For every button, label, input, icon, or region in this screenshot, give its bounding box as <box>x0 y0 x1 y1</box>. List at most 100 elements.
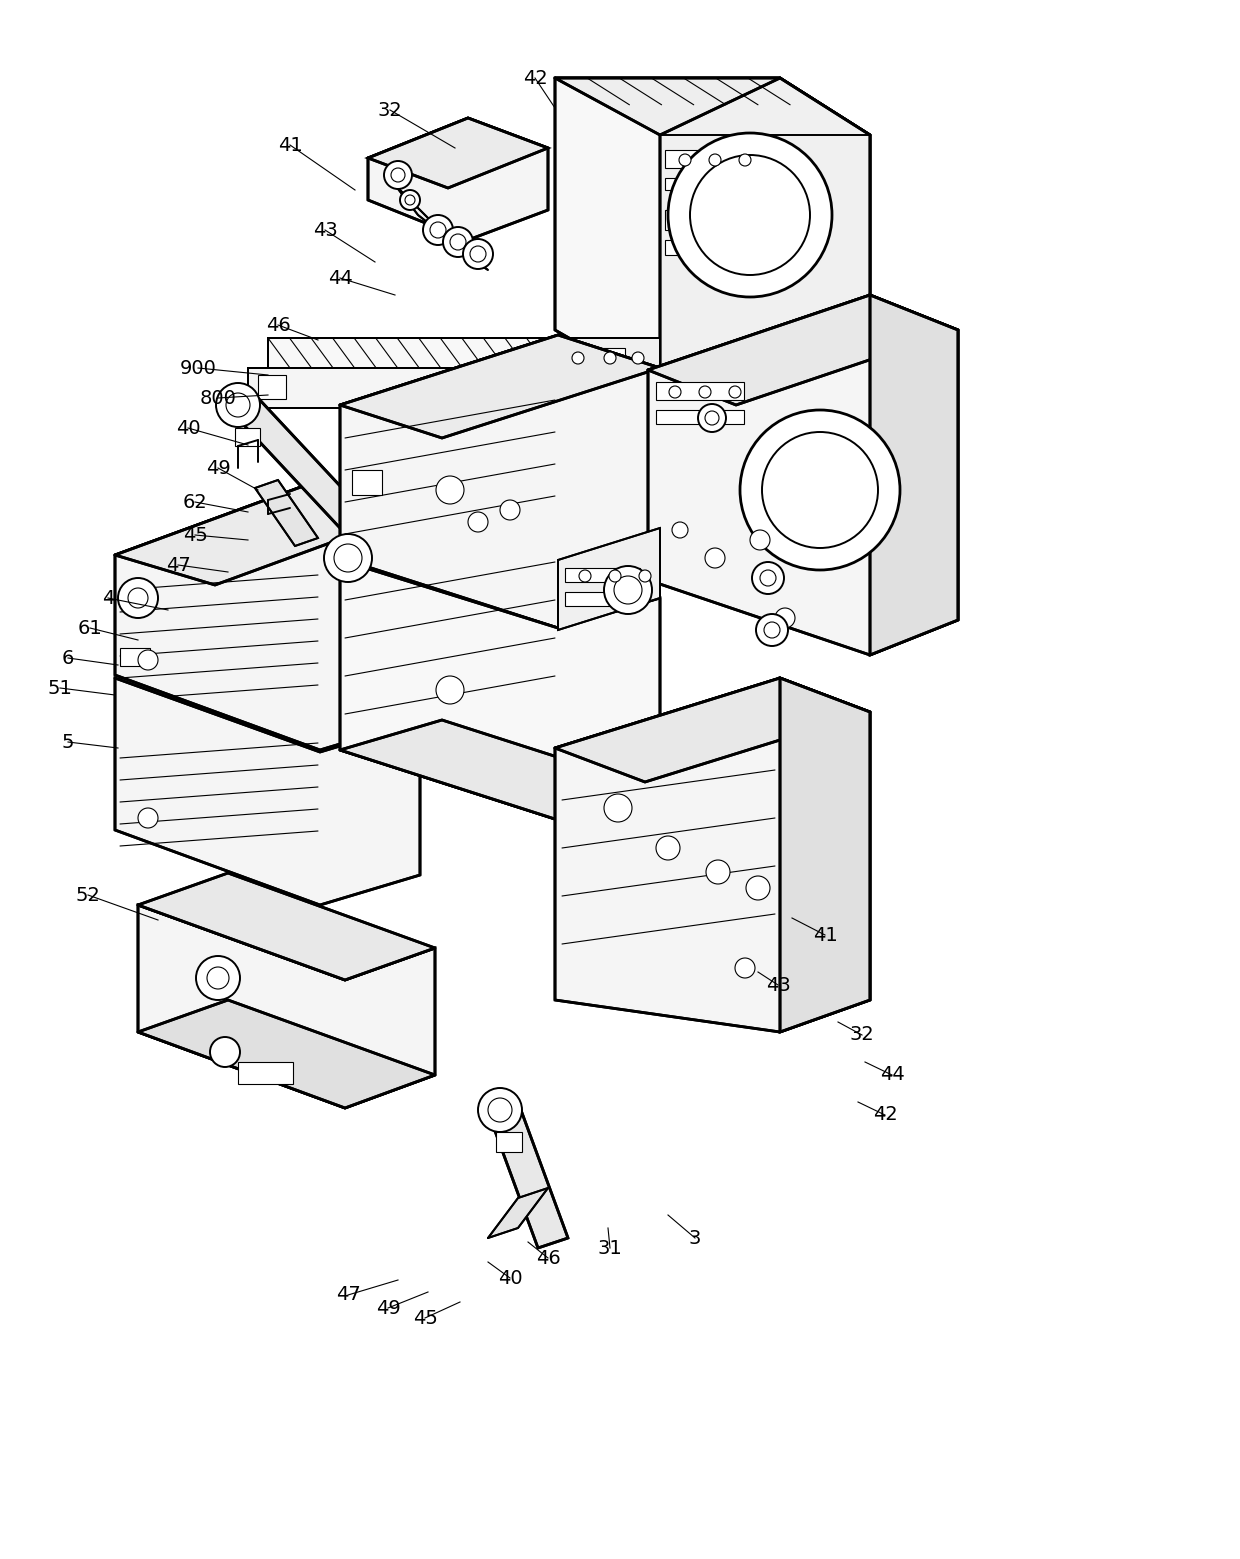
Circle shape <box>756 614 787 645</box>
Text: 46: 46 <box>536 1249 560 1267</box>
Circle shape <box>391 168 405 182</box>
Circle shape <box>324 535 372 582</box>
Circle shape <box>699 387 711 398</box>
Polygon shape <box>556 78 870 136</box>
Polygon shape <box>340 335 660 438</box>
Polygon shape <box>340 335 660 628</box>
Circle shape <box>706 549 725 567</box>
Circle shape <box>470 246 486 262</box>
Bar <box>120 649 150 666</box>
Polygon shape <box>556 78 870 390</box>
Circle shape <box>579 571 591 582</box>
Circle shape <box>670 387 681 398</box>
Polygon shape <box>255 480 317 546</box>
Circle shape <box>750 530 770 550</box>
Polygon shape <box>489 1188 548 1238</box>
Polygon shape <box>115 678 420 906</box>
Bar <box>560 391 615 402</box>
Polygon shape <box>368 118 548 240</box>
Circle shape <box>118 578 157 617</box>
Text: 45: 45 <box>413 1308 438 1328</box>
Bar <box>656 382 744 401</box>
Circle shape <box>436 677 464 705</box>
Text: 3: 3 <box>688 1228 701 1247</box>
Circle shape <box>698 404 725 432</box>
Circle shape <box>128 588 148 608</box>
Circle shape <box>423 215 453 245</box>
Polygon shape <box>138 999 435 1108</box>
Text: 44: 44 <box>327 268 352 287</box>
Text: 32: 32 <box>849 1026 874 1045</box>
Circle shape <box>764 622 780 638</box>
Bar <box>665 210 765 231</box>
Text: 900: 900 <box>180 359 217 377</box>
Text: 52: 52 <box>76 886 100 904</box>
Circle shape <box>216 384 260 427</box>
Circle shape <box>740 410 900 571</box>
Circle shape <box>775 608 795 628</box>
Polygon shape <box>138 906 435 1108</box>
Polygon shape <box>268 338 548 368</box>
Circle shape <box>632 352 644 363</box>
Text: 6: 6 <box>62 649 74 667</box>
Circle shape <box>706 412 719 426</box>
Bar <box>665 178 745 190</box>
Polygon shape <box>556 678 870 1032</box>
Circle shape <box>226 393 250 416</box>
Polygon shape <box>228 398 398 558</box>
Polygon shape <box>649 295 959 405</box>
Circle shape <box>680 154 691 165</box>
Text: 61: 61 <box>78 619 103 638</box>
Circle shape <box>489 1098 512 1122</box>
Circle shape <box>689 154 810 274</box>
Polygon shape <box>660 78 870 390</box>
Text: 47: 47 <box>166 555 191 575</box>
Circle shape <box>477 1088 522 1132</box>
Polygon shape <box>396 186 489 270</box>
Polygon shape <box>340 720 660 820</box>
Polygon shape <box>340 560 660 820</box>
Text: 62: 62 <box>182 493 207 511</box>
Text: 43: 43 <box>312 220 337 240</box>
Circle shape <box>467 511 489 532</box>
Text: 49: 49 <box>376 1299 401 1317</box>
Circle shape <box>739 154 751 165</box>
Circle shape <box>604 566 652 614</box>
Polygon shape <box>115 480 420 750</box>
Text: 44: 44 <box>879 1065 904 1085</box>
Polygon shape <box>649 295 959 655</box>
Text: 5: 5 <box>62 733 74 751</box>
Bar <box>238 1062 293 1084</box>
Circle shape <box>500 500 520 521</box>
Polygon shape <box>115 480 420 585</box>
Text: 45: 45 <box>182 525 207 544</box>
Circle shape <box>763 432 878 549</box>
Text: 31: 31 <box>598 1238 622 1258</box>
Bar <box>556 348 625 362</box>
Circle shape <box>746 876 770 900</box>
Circle shape <box>656 836 680 861</box>
Circle shape <box>639 571 651 582</box>
Circle shape <box>604 352 616 363</box>
Polygon shape <box>368 118 548 189</box>
Circle shape <box>210 1037 241 1066</box>
Circle shape <box>729 387 742 398</box>
Circle shape <box>436 475 464 504</box>
Circle shape <box>207 967 229 988</box>
Text: 51: 51 <box>47 678 72 697</box>
Circle shape <box>735 957 755 977</box>
Bar <box>665 240 765 256</box>
Bar <box>665 150 745 168</box>
Circle shape <box>609 571 621 582</box>
Circle shape <box>709 154 720 165</box>
Polygon shape <box>780 678 870 1032</box>
Circle shape <box>443 228 472 257</box>
Text: 49: 49 <box>206 458 231 477</box>
Text: 47: 47 <box>336 1286 361 1305</box>
Circle shape <box>706 861 730 884</box>
Text: 41: 41 <box>812 926 837 945</box>
Circle shape <box>196 956 241 999</box>
Polygon shape <box>548 338 660 408</box>
Circle shape <box>430 221 446 239</box>
Circle shape <box>463 239 494 270</box>
